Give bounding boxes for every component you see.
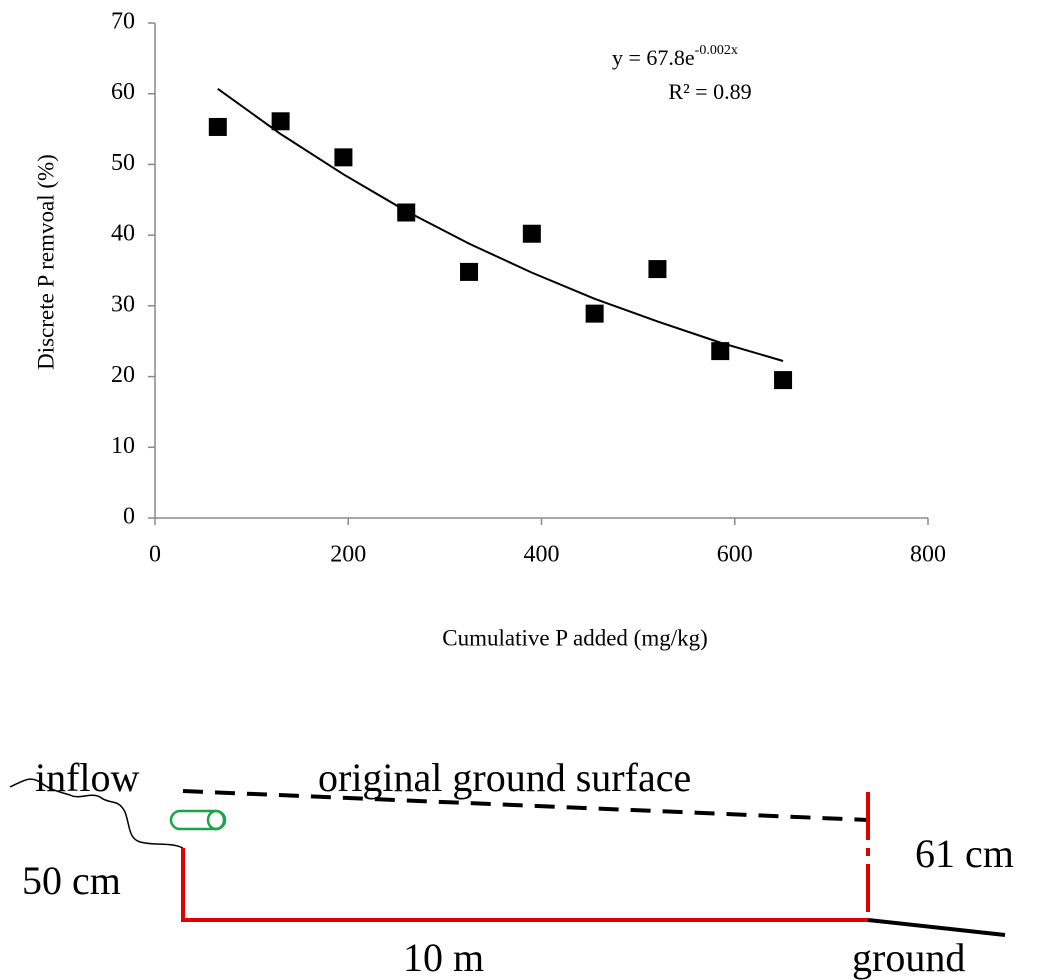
x-axis-label: Cumulative P added (mg/kg) [442,625,708,650]
r-squared: R² = 0.89 [668,79,751,104]
y-tick-label: 20 [111,362,135,388]
data-point [208,117,227,136]
data-point [648,260,667,279]
x-tick-label: 800 [910,542,946,568]
ground-line [867,918,1006,937]
x-tick-label: 0 [149,542,161,568]
data-point [334,148,353,167]
label-inflow: inflow [35,755,140,800]
data-point [397,203,416,222]
pipe [169,809,227,831]
trendline [217,87,784,362]
y-axis-label: Discrete P remvoal (%) [33,154,58,370]
label-depth-right: 61 cm [915,831,1014,876]
label-surface: original ground surface [318,755,691,800]
y-tick-label: 70 [111,9,135,35]
y-tick-label: 50 [111,150,135,176]
y-tick-label: 60 [111,79,135,105]
label-length: 10 m [403,935,484,980]
y-tick-label: 30 [111,291,135,317]
equation-base: y = 67.8e [612,45,695,70]
x-tick-label: 400 [524,542,560,568]
trench-outline [181,848,868,922]
pipe-end [206,809,226,831]
equation-exponent: -0.002x [695,43,738,58]
label-ground: ground [852,935,965,980]
data-point [271,112,290,131]
y-tick-label: 0 [123,504,135,530]
data-point [711,342,730,361]
x-tick-label: 600 [717,542,753,568]
y-tick-label: 40 [111,221,135,247]
inflow-bank [9,778,184,849]
data-point [522,224,541,243]
original-surface-line [182,789,869,822]
data-point [460,262,479,281]
chart: Cumulative P added (mg/kg) Discrete P re… [33,9,946,651]
equation: y = 67.8e-0.002x [612,43,738,70]
label-depth-left: 50 cm [22,858,121,903]
data-point [774,371,793,390]
y-tick-label: 10 [111,433,135,459]
data-point [585,304,604,323]
diagram: inflow original ground surface 50 cm 61 … [9,755,1014,980]
x-tick-label: 200 [330,542,366,568]
